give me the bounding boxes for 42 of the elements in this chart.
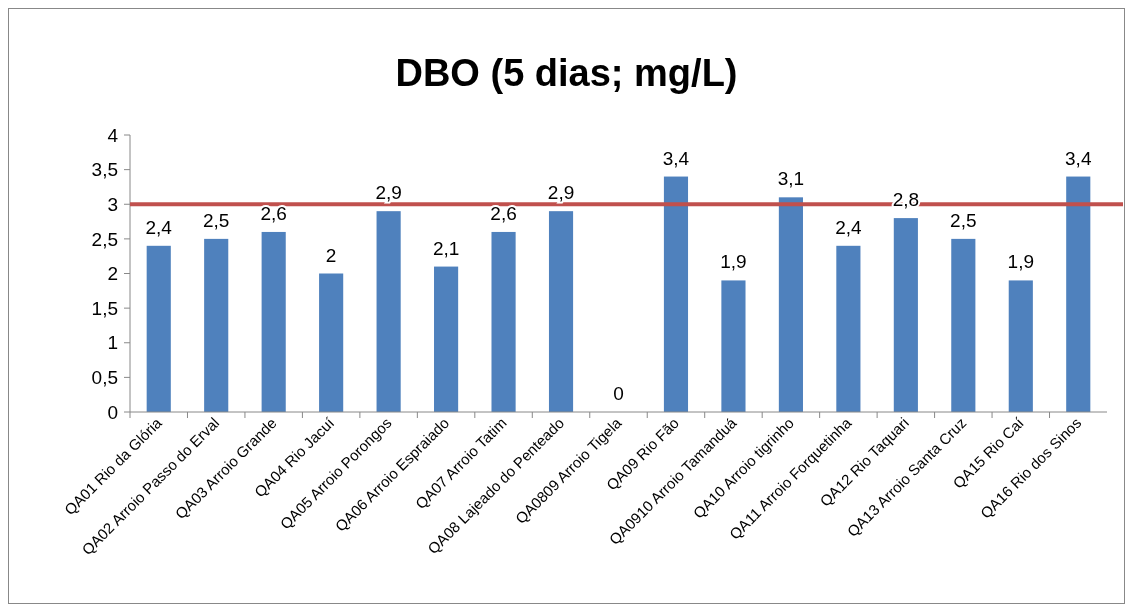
data-label: 2,6	[260, 202, 287, 224]
data-label: 2,5	[202, 209, 230, 231]
data-label: 2,4	[835, 216, 863, 238]
data-label: 0	[613, 383, 624, 404]
chart-title: DBO (5 dias; mg/L)	[395, 52, 738, 94]
data-label: 1,9	[720, 251, 747, 273]
bar	[434, 266, 459, 412]
bar	[319, 273, 344, 412]
y-tick-label: 1	[107, 332, 118, 354]
bar	[721, 280, 746, 412]
y-tick-label: 2	[107, 263, 118, 285]
y-tick-label: 0	[107, 401, 118, 423]
bar	[491, 231, 516, 412]
data-label: 3,4	[662, 147, 690, 169]
y-tick-label: 2,5	[91, 228, 118, 250]
bar	[836, 245, 861, 412]
y-tick-label: 1,5	[91, 297, 118, 319]
data-label: 2,9	[375, 182, 402, 204]
bar	[548, 211, 574, 412]
bar	[261, 231, 286, 412]
bar	[376, 211, 401, 412]
data-label: 2	[325, 244, 337, 266]
bar	[1066, 176, 1091, 412]
bar	[893, 218, 918, 412]
data-label: 2,6	[490, 202, 517, 224]
data-label: 2,1	[432, 237, 460, 259]
bar	[1008, 280, 1033, 412]
data-label: 3,1	[777, 168, 805, 190]
bar	[778, 197, 803, 412]
data-label: 3,4	[1065, 147, 1092, 169]
y-tick-label: 4	[107, 124, 119, 146]
data-label: 2,9	[547, 182, 575, 204]
y-tick-label: 3	[107, 193, 118, 215]
y-tick-label: 3,5	[91, 159, 118, 181]
bar	[663, 176, 689, 412]
y-tick-label: 0,5	[91, 367, 118, 389]
data-label: 2,5	[950, 209, 977, 231]
bar	[146, 245, 171, 412]
data-label: 2,4	[145, 216, 173, 238]
bar	[204, 238, 229, 412]
data-label: 1,9	[1007, 251, 1035, 273]
bar	[951, 238, 976, 412]
